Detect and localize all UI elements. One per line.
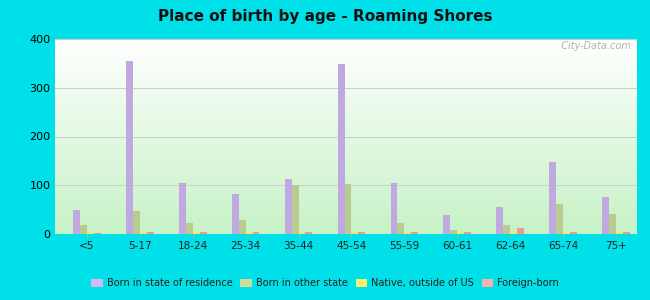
Text: City-Data.com: City-Data.com bbox=[555, 41, 631, 51]
Bar bbox=[549, 162, 556, 234]
Bar bbox=[450, 230, 457, 234]
Bar bbox=[133, 211, 140, 234]
Bar bbox=[193, 232, 200, 234]
Bar bbox=[126, 61, 133, 234]
Bar bbox=[503, 225, 510, 234]
Bar bbox=[609, 214, 616, 234]
Bar bbox=[87, 232, 94, 234]
Bar bbox=[147, 232, 153, 234]
Bar bbox=[252, 232, 259, 234]
Bar bbox=[510, 232, 517, 234]
Bar bbox=[570, 232, 577, 234]
Bar bbox=[497, 207, 503, 234]
Bar bbox=[602, 197, 609, 234]
Bar bbox=[411, 232, 418, 234]
Bar bbox=[563, 232, 570, 234]
Legend: Born in state of residence, Born in other state, Native, outside of US, Foreign-: Born in state of residence, Born in othe… bbox=[87, 274, 563, 292]
Text: Place of birth by age - Roaming Shores: Place of birth by age - Roaming Shores bbox=[158, 9, 492, 24]
Bar bbox=[179, 183, 186, 234]
Bar bbox=[239, 220, 246, 234]
Bar bbox=[464, 232, 471, 234]
Bar bbox=[344, 184, 352, 234]
Bar bbox=[391, 183, 397, 234]
Bar bbox=[285, 179, 292, 234]
Bar bbox=[556, 204, 563, 234]
Bar bbox=[623, 232, 630, 234]
Bar bbox=[352, 232, 358, 234]
Bar bbox=[404, 232, 411, 234]
Bar bbox=[73, 210, 80, 234]
Bar bbox=[94, 232, 101, 234]
Bar bbox=[246, 232, 252, 234]
Bar bbox=[616, 232, 623, 234]
Bar bbox=[80, 225, 87, 234]
Bar bbox=[292, 185, 298, 234]
Bar bbox=[358, 232, 365, 234]
Bar bbox=[443, 214, 450, 234]
Bar bbox=[517, 228, 524, 234]
Bar bbox=[306, 232, 312, 234]
Bar bbox=[186, 223, 193, 234]
Bar bbox=[337, 64, 345, 234]
Bar bbox=[298, 232, 306, 234]
Bar bbox=[140, 232, 147, 234]
Bar bbox=[457, 232, 464, 234]
Bar bbox=[397, 223, 404, 234]
Bar bbox=[232, 194, 239, 234]
Bar bbox=[200, 232, 207, 234]
